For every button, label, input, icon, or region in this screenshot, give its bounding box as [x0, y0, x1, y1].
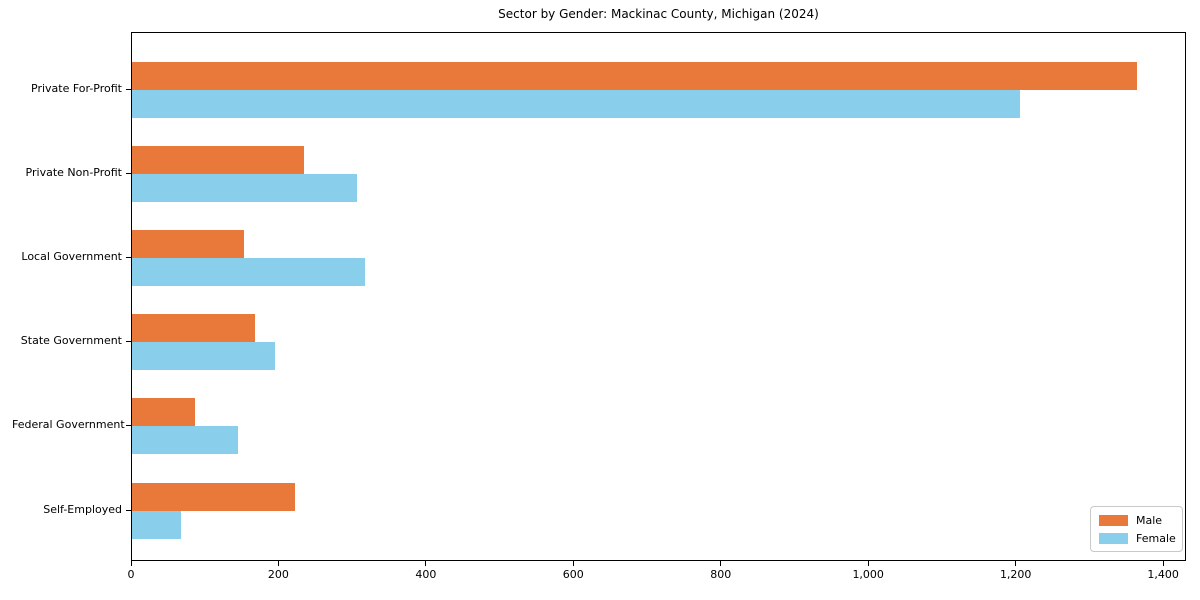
x-tick-label-400: 400 — [415, 568, 437, 581]
x-tick-mark — [277, 561, 279, 566]
legend-label-male: Male — [1136, 513, 1163, 527]
x-tick-mark — [130, 561, 132, 566]
x-tick-label-600: 600 — [562, 568, 584, 581]
bar-male-federal-government — [132, 398, 195, 427]
y-tick-label-federal-government: Federal Government — [12, 418, 125, 432]
x-tick-mark — [720, 561, 722, 566]
legend-label-female: Female — [1136, 531, 1176, 545]
x-tick-label-1-400: 1,400 — [1147, 568, 1179, 581]
x-tick-label-200: 200 — [267, 568, 289, 581]
y-tick-mark — [126, 425, 131, 427]
y-tick-mark — [126, 88, 131, 90]
bar-female-federal-government — [132, 426, 239, 455]
legend-entry-male: Male — [1099, 514, 1182, 527]
x-tick-mark — [1015, 561, 1017, 566]
chart-title: Sector by Gender: Mackinac County, Michi… — [498, 7, 819, 21]
bar-male-state-government — [132, 314, 256, 343]
bar-female-private-for-profit — [132, 89, 1021, 118]
bar-female-private-non-profit — [132, 173, 357, 202]
x-tick-label-1-000: 1,000 — [852, 568, 884, 581]
y-tick-label-local-government: Local Government — [21, 249, 122, 263]
legend-swatch-female — [1099, 532, 1128, 544]
y-tick-label-self-employed: Self-Employed — [43, 502, 122, 516]
bar-male-local-government — [132, 229, 245, 258]
bar-male-private-for-profit — [132, 61, 1137, 90]
y-tick-label-private-for-profit: Private For-Profit — [31, 81, 122, 95]
bar-female-local-government — [132, 257, 365, 286]
bar-male-private-non-profit — [132, 145, 304, 174]
bar-female-self-employed — [132, 510, 181, 539]
legend-entry-female: Female — [1099, 532, 1182, 545]
x-tick-label-1-200: 1,200 — [999, 568, 1032, 581]
x-tick-mark — [572, 561, 574, 566]
y-tick-label-private-non-profit: Private Non-Profit — [25, 165, 122, 179]
bar-male-self-employed — [132, 482, 295, 511]
legend: Male Female — [1090, 506, 1183, 552]
y-tick-mark — [126, 256, 131, 258]
y-tick-label-state-government: State Government — [20, 334, 122, 348]
y-tick-mark — [126, 341, 131, 343]
x-tick-mark — [1162, 561, 1164, 566]
y-tick-mark — [126, 509, 131, 511]
x-tick-mark — [867, 561, 869, 566]
legend-swatch-male — [1099, 514, 1128, 526]
x-tick-label-800: 800 — [710, 568, 732, 581]
x-tick-label-0: 0 — [127, 568, 135, 581]
bar-female-state-government — [132, 342, 275, 371]
plot-area — [131, 32, 1186, 561]
x-tick-mark — [425, 561, 427, 566]
y-tick-mark — [126, 172, 131, 174]
